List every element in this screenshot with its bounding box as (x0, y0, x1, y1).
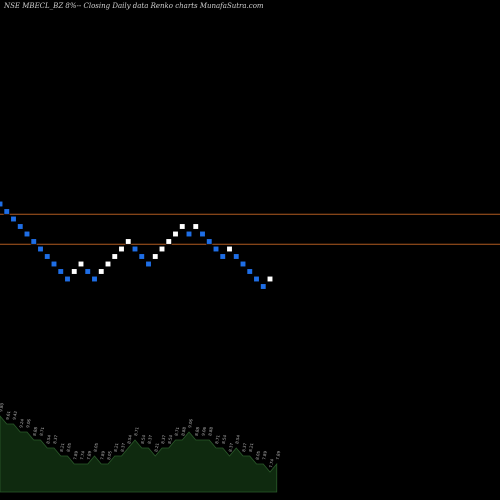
volume-label: 7.89 (275, 450, 282, 460)
down-brick (91, 275, 98, 283)
down-brick (57, 268, 64, 275)
volume-label: 8.88 (194, 426, 201, 436)
down-brick (44, 253, 51, 260)
down-brick (3, 208, 10, 215)
down-brick (37, 245, 44, 253)
volume-label: 9.80 (0, 402, 5, 412)
volume-label: 7.89 (99, 450, 106, 460)
up-brick (179, 223, 186, 230)
down-brick (206, 238, 213, 245)
volume-label: 8.21 (153, 442, 160, 452)
chart-title: NSE MBECL_BZ 8%-- Closing Daily data Ren… (4, 2, 264, 10)
down-brick (23, 230, 31, 238)
up-brick (111, 253, 118, 260)
volume-label: 9.42 (12, 410, 19, 420)
down-brick (64, 275, 71, 283)
volume-label: 7.74 (268, 458, 275, 468)
volume-label: 8.05 (106, 450, 113, 460)
volume-label: 9.61 (5, 410, 12, 420)
down-brick (30, 238, 37, 245)
up-brick (125, 238, 132, 245)
volume-label: 8.71 (214, 434, 221, 444)
volume-label: 8.37 (52, 434, 59, 444)
down-brick (239, 260, 247, 268)
volume-label: 7.89 (72, 450, 79, 460)
volume-label: 8.21 (248, 442, 255, 452)
up-brick (104, 260, 112, 268)
renko-bricks (0, 200, 274, 290)
down-brick (138, 253, 145, 260)
volume-label: 9.06 (25, 418, 32, 428)
down-brick (84, 268, 91, 275)
volume-label: 7.89 (86, 450, 93, 460)
volume-area-path (0, 415, 278, 493)
volume-label: 8.37 (160, 434, 167, 444)
up-brick (226, 245, 233, 253)
up-brick (165, 238, 172, 245)
volume-label: 8.88 (180, 426, 187, 436)
down-brick (17, 223, 24, 230)
volume-label: 8.88 (207, 426, 214, 436)
up-brick (158, 245, 166, 253)
volume-label: 8.88 (32, 426, 39, 436)
volume-label: 8.54 (234, 434, 241, 444)
down-brick (145, 260, 152, 268)
down-brick (131, 245, 139, 253)
volume-label: 7.89 (261, 450, 268, 460)
down-brick (253, 275, 260, 283)
volume-label: 8.05 (66, 442, 73, 452)
up-brick (192, 223, 199, 230)
volume-label: 7.74 (79, 450, 86, 460)
volume-label: 8.71 (133, 426, 140, 436)
volume-label: 8.37 (228, 442, 235, 452)
reference-lines (0, 213, 500, 245)
volume-area (0, 415, 278, 493)
down-brick (233, 253, 240, 260)
volume-label: 8.05 (93, 442, 100, 452)
up-brick (118, 245, 125, 253)
volume-label: 8.37 (241, 442, 248, 452)
volume-label: 8.54 (167, 434, 174, 444)
up-brick (98, 268, 105, 275)
up-brick (172, 230, 179, 238)
volume-label: 8.71 (174, 426, 181, 436)
volume-label: 8.54 (221, 434, 228, 444)
down-brick (50, 260, 58, 268)
down-brick (246, 268, 253, 275)
volume-label: 9.06 (187, 418, 194, 428)
volume-label: 9.06 (201, 426, 208, 436)
down-brick (212, 245, 220, 253)
volume-label: 8.21 (59, 442, 66, 452)
volume-label: 8.54 (140, 434, 147, 444)
volume-label: 9.24 (18, 418, 25, 428)
volume-label: 8.54 (126, 434, 133, 444)
up-brick (266, 275, 274, 283)
down-brick (219, 253, 226, 260)
up-brick (152, 253, 159, 260)
down-brick (10, 215, 17, 223)
volume-label: 8.05 (255, 450, 262, 460)
volume-labels: 9.809.61 9.429.24 9.068.88 8.718.54 8.378.21… (0, 402, 281, 468)
down-brick (199, 230, 206, 238)
down-brick (0, 200, 4, 208)
volume-label: 8.37 (147, 434, 154, 444)
volume-label: 8.37 (120, 442, 127, 452)
down-brick (185, 230, 193, 238)
down-brick (260, 283, 267, 290)
volume-label: 8.54 (45, 434, 52, 444)
up-brick (77, 260, 85, 268)
up-brick (71, 268, 78, 275)
volume-label: 8.71 (39, 426, 46, 436)
volume-label: 8.21 (113, 442, 120, 452)
